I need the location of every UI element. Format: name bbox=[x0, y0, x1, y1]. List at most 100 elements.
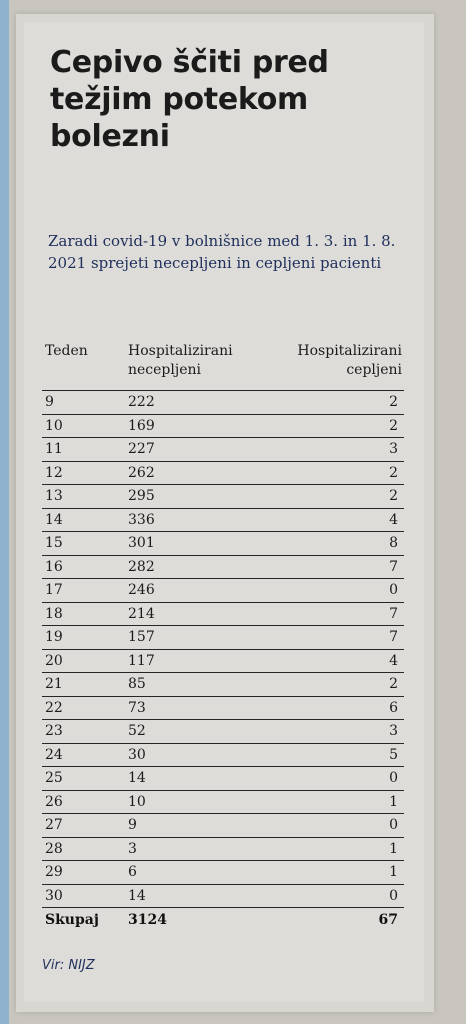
cell-week: 21 bbox=[45, 676, 63, 692]
table-row: 22 73 6 bbox=[42, 697, 404, 720]
cell-vaccinated: 7 bbox=[389, 558, 398, 575]
cell-unvaccinated: 262 bbox=[128, 464, 155, 481]
cell-unvaccinated: 227 bbox=[128, 441, 155, 457]
table-row: 9 222 2 bbox=[42, 391, 404, 415]
cell-unvaccinated: 214 bbox=[128, 605, 155, 622]
cell-week: 11 bbox=[45, 441, 63, 457]
cell-vaccinated: 1 bbox=[389, 864, 398, 880]
table-row: 28 3 1 bbox=[42, 838, 404, 861]
total-vaccinated: 67 bbox=[378, 912, 398, 928]
total-unvaccinated: 3124 bbox=[128, 912, 167, 928]
cell-vaccinated: 6 bbox=[389, 699, 398, 716]
cell-week: 15 bbox=[45, 535, 63, 551]
cell-unvaccinated: 10 bbox=[128, 793, 146, 810]
infobox-panel bbox=[24, 22, 424, 1002]
cell-vaccinated: 2 bbox=[389, 488, 398, 504]
cell-week: 14 bbox=[45, 511, 63, 528]
table-row: 11 227 3 bbox=[42, 438, 404, 462]
cell-unvaccinated: 295 bbox=[128, 488, 155, 504]
cell-week: 23 bbox=[45, 723, 63, 739]
cell-vaccinated: 8 bbox=[389, 535, 398, 551]
table-row: 27 9 0 bbox=[42, 814, 404, 838]
cell-unvaccinated: 85 bbox=[128, 676, 146, 692]
table-row: 19 157 7 bbox=[42, 626, 404, 650]
cell-vaccinated: 2 bbox=[389, 464, 398, 481]
cell-week: 16 bbox=[45, 558, 63, 575]
cell-week: 19 bbox=[45, 629, 63, 645]
total-label: Skupaj bbox=[45, 912, 99, 928]
table-row: 13 295 2 bbox=[42, 485, 404, 509]
source-note: Vir: NIJZ bbox=[42, 958, 95, 973]
cell-week: 25 bbox=[45, 770, 63, 786]
cell-vaccinated: 1 bbox=[389, 840, 398, 857]
cell-week: 22 bbox=[45, 699, 63, 716]
table-row: 18 214 7 bbox=[42, 603, 404, 626]
cell-unvaccinated: 3 bbox=[128, 840, 137, 857]
cell-vaccinated: 3 bbox=[389, 441, 398, 457]
table-row: 10 169 2 bbox=[42, 415, 404, 438]
table-row: 15 301 8 bbox=[42, 532, 404, 556]
cell-unvaccinated: 117 bbox=[128, 652, 155, 669]
cell-week: 18 bbox=[45, 605, 63, 622]
cell-vaccinated: 3 bbox=[389, 723, 398, 739]
cell-vaccinated: 2 bbox=[389, 394, 398, 410]
background-edge bbox=[0, 0, 9, 1024]
cell-week: 24 bbox=[45, 746, 63, 763]
cell-unvaccinated: 282 bbox=[128, 558, 155, 575]
table-body: 9 222 2 10 169 2 11 227 3 12 262 2 13 295 2 14 336 4 15 301… bbox=[42, 391, 404, 908]
cell-unvaccinated: 222 bbox=[128, 394, 155, 410]
header-vaccinated: Hospitalizirani cepljeni bbox=[297, 343, 402, 378]
table-row: 30 14 0 bbox=[42, 885, 404, 908]
cell-unvaccinated: 73 bbox=[128, 699, 146, 716]
cell-unvaccinated: 6 bbox=[128, 864, 137, 880]
cell-vaccinated: 2 bbox=[389, 676, 398, 692]
cell-unvaccinated: 157 bbox=[128, 629, 155, 645]
cell-vaccinated: 5 bbox=[389, 746, 398, 763]
cell-vaccinated: 4 bbox=[389, 511, 398, 528]
table-row: 23 52 3 bbox=[42, 720, 404, 744]
cell-vaccinated: 7 bbox=[389, 605, 398, 622]
cell-vaccinated: 0 bbox=[389, 817, 398, 833]
cell-unvaccinated: 246 bbox=[128, 582, 155, 598]
cell-week: 13 bbox=[45, 488, 63, 504]
cell-unvaccinated: 336 bbox=[128, 511, 155, 528]
cell-week: 20 bbox=[45, 652, 63, 669]
table-row: 26 10 1 bbox=[42, 791, 404, 814]
table-total-row: Skupaj 3124 67 bbox=[42, 908, 404, 932]
cell-vaccinated: 0 bbox=[389, 887, 398, 904]
cell-vaccinated: 1 bbox=[389, 793, 398, 810]
cell-vaccinated: 2 bbox=[389, 417, 398, 434]
page-title: Cepivo ščiti pred težjim potekom bolezni bbox=[50, 45, 329, 154]
cell-week: 27 bbox=[45, 817, 63, 833]
table-row: 24 30 5 bbox=[42, 744, 404, 767]
cell-vaccinated: 0 bbox=[389, 582, 398, 598]
table-row: 29 6 1 bbox=[42, 861, 404, 885]
cell-vaccinated: 7 bbox=[389, 629, 398, 645]
table-row: 16 282 7 bbox=[42, 556, 404, 579]
header-week: Teden bbox=[45, 343, 88, 359]
cell-vaccinated: 0 bbox=[389, 770, 398, 786]
cell-unvaccinated: 14 bbox=[128, 770, 146, 786]
cell-week: 30 bbox=[45, 887, 63, 904]
page-subtitle: Zaradi covid-19 v bolnišnice med 1. 3. i… bbox=[48, 232, 396, 272]
table-row: 17 246 0 bbox=[42, 579, 404, 603]
cell-week: 9 bbox=[45, 394, 54, 410]
cell-week: 17 bbox=[45, 582, 63, 598]
cell-week: 12 bbox=[45, 464, 63, 481]
table-row: 21 85 2 bbox=[42, 673, 404, 697]
table-row: 25 14 0 bbox=[42, 767, 404, 791]
table-row: 14 336 4 bbox=[42, 509, 404, 532]
cell-unvaccinated: 9 bbox=[128, 817, 137, 833]
cell-vaccinated: 4 bbox=[389, 652, 398, 669]
cell-week: 28 bbox=[45, 840, 63, 857]
table-header: Teden Hospitalizirani necepljeni Hospita… bbox=[42, 342, 404, 391]
table-row: 12 262 2 bbox=[42, 462, 404, 485]
cell-unvaccinated: 301 bbox=[128, 535, 155, 551]
cell-unvaccinated: 169 bbox=[128, 417, 155, 434]
table-row: 20 117 4 bbox=[42, 650, 404, 673]
cell-unvaccinated: 30 bbox=[128, 746, 146, 763]
cell-unvaccinated: 52 bbox=[128, 723, 146, 739]
cell-week: 26 bbox=[45, 793, 63, 810]
cell-week: 29 bbox=[45, 864, 63, 880]
hospitalization-table: Teden Hospitalizirani necepljeni Hospita… bbox=[42, 342, 404, 932]
